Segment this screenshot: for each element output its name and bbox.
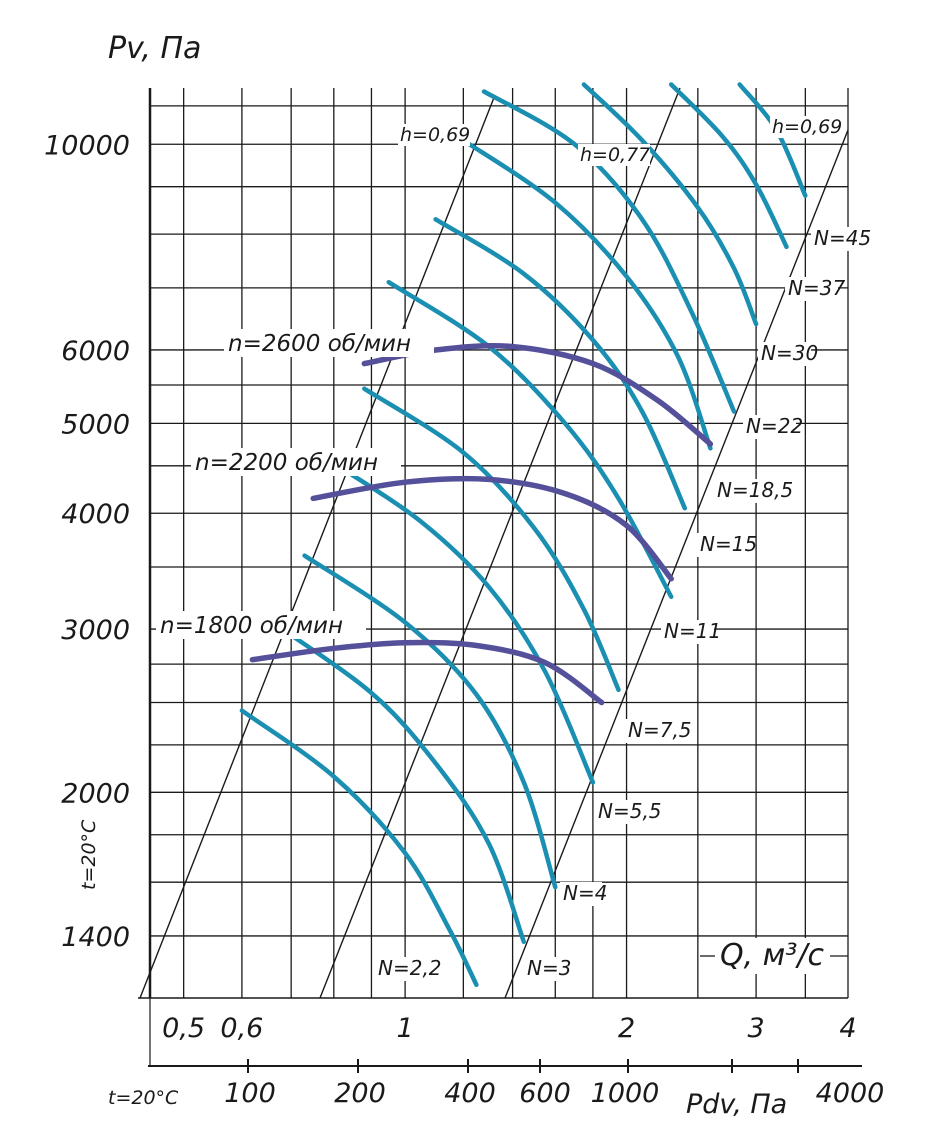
y-tick-label: 2000: [61, 778, 130, 809]
efficiency-label-bg: [398, 124, 470, 146]
rpm-curve-label: n=1800 об/мин: [160, 613, 343, 639]
power-label-bg: [375, 957, 439, 981]
rpm-curve-label: n=2200 об/мин: [195, 450, 378, 476]
power-curve: [668, 82, 789, 250]
y-tick-label: 3000: [61, 615, 130, 646]
q-title-bg: [712, 938, 840, 974]
power-curve-label: N=22: [746, 414, 803, 438]
efficiency-label-bg: [578, 144, 650, 166]
pdv-title-bg: [680, 1088, 800, 1122]
efficiency-label: h=0,69: [400, 124, 470, 146]
efficiency-label: h=0,69: [772, 116, 842, 138]
y-tick-label: 5000: [61, 409, 130, 440]
efficiency-line: [139, 94, 496, 999]
power-curve: [386, 279, 674, 600]
chart-frame: [138, 88, 862, 1122]
efficiency-labels: h=0,69 h=0,77 h=0,69: [398, 116, 842, 166]
pdv-tick-label: 200: [334, 1078, 386, 1109]
power-label-bg: [811, 227, 864, 251]
rpm-curve: [249, 639, 605, 706]
power-label-bg: [785, 277, 838, 301]
y-tick-labels: 1400 2000 3000 4000 5000 6000 10000: [44, 130, 130, 953]
power-curve-label: N=45: [814, 226, 871, 250]
power-label-bg: [758, 342, 811, 366]
power-label-bg: [714, 479, 789, 503]
rpm-curve-label: n=2600 об/мин: [228, 331, 411, 357]
power-curve: [581, 82, 759, 327]
pdv-axis-title: Pdv, Па: [686, 1089, 787, 1120]
x-tick-labels: 0,5 0,6 1 2 3 4: [162, 1013, 856, 1044]
x-tick-label: 4: [839, 1013, 856, 1044]
power-curves: [239, 82, 808, 988]
power-label-bg: [560, 882, 602, 906]
power-curve: [433, 217, 688, 511]
power-curve: [270, 620, 527, 944]
power-curve: [335, 463, 596, 785]
power-curve: [302, 553, 558, 890]
pdv-tick-label: 600: [519, 1078, 571, 1109]
efficiency-label-bg: [770, 116, 842, 138]
q-axis-title: Q, м³/с: [720, 938, 824, 973]
efficiency-line: [319, 87, 681, 999]
y-tick-label: 10000: [44, 130, 130, 161]
temperature-left-label: t=20°C: [78, 819, 100, 890]
y-tick-label: 4000: [61, 499, 130, 530]
x-tick-label: 2: [618, 1013, 635, 1044]
power-curve: [362, 386, 621, 693]
power-curve-label: N=37: [788, 276, 845, 300]
x-tick-label: 0,6: [220, 1013, 263, 1044]
rpm-curve: [310, 475, 674, 582]
efficiency-label: h=0,77: [580, 144, 650, 166]
y-axis-title: Pv, Па: [108, 31, 201, 66]
power-curve: [737, 82, 808, 198]
power-curve-label: N=15: [700, 532, 757, 556]
efficiency-lines: [139, 87, 849, 999]
power-curve-label: N=2,2: [378, 956, 442, 980]
power-curve-label: N=18,5: [717, 478, 793, 502]
power-label-bg: [697, 533, 750, 557]
rpm-label-bg: [156, 611, 366, 639]
power-label-bg: [524, 957, 566, 981]
efficiency-line: [504, 129, 849, 999]
power-label-bg: [661, 620, 714, 644]
power-curve: [239, 708, 479, 988]
power-label-bg: [595, 800, 659, 824]
power-labels: N=2,2 N=3 N=4 N=5,5 N=7,5 N=11 N=15 N=18,5 N=22 N…: [375, 226, 871, 981]
x-tick-label: 3: [747, 1013, 764, 1044]
pdv-tick-label: 400: [444, 1078, 496, 1109]
power-label-bg: [625, 719, 689, 743]
rpm-curves: [249, 343, 714, 706]
rpm-label-bg: [224, 329, 434, 357]
pdv-tick-labels: 100 200 400 600 1000 4000: [224, 1059, 884, 1109]
power-curve: [481, 89, 737, 414]
power-curve-label: N=4: [563, 881, 607, 905]
x-tick-label: 1: [397, 1013, 414, 1044]
pdv-tick-label: 4000: [816, 1078, 885, 1109]
rpm-labels: n=1800 об/мин n=2200 об/мин n=2600 об/мин: [156, 329, 434, 639]
rpm-label-bg: [191, 448, 401, 476]
power-label-bg: [743, 415, 796, 439]
y-tick-label: 6000: [61, 336, 130, 367]
power-curve-label: N=11: [664, 619, 721, 643]
pdv-tick-label: 1000: [591, 1078, 660, 1109]
temperature-bottom-label: t=20°C: [108, 1087, 179, 1109]
power-curve-label: N=3: [527, 956, 571, 980]
grid: [150, 88, 849, 998]
power-curve-label: N=7,5: [628, 718, 692, 742]
power-curve: [461, 138, 713, 451]
y-tick-label: 1400: [61, 922, 130, 953]
power-curve-label: N=30: [761, 341, 818, 365]
power-curve-label: N=5,5: [598, 799, 662, 823]
x-tick-label: 0,5: [162, 1013, 205, 1044]
pdv-tick-label: 100: [224, 1078, 276, 1109]
